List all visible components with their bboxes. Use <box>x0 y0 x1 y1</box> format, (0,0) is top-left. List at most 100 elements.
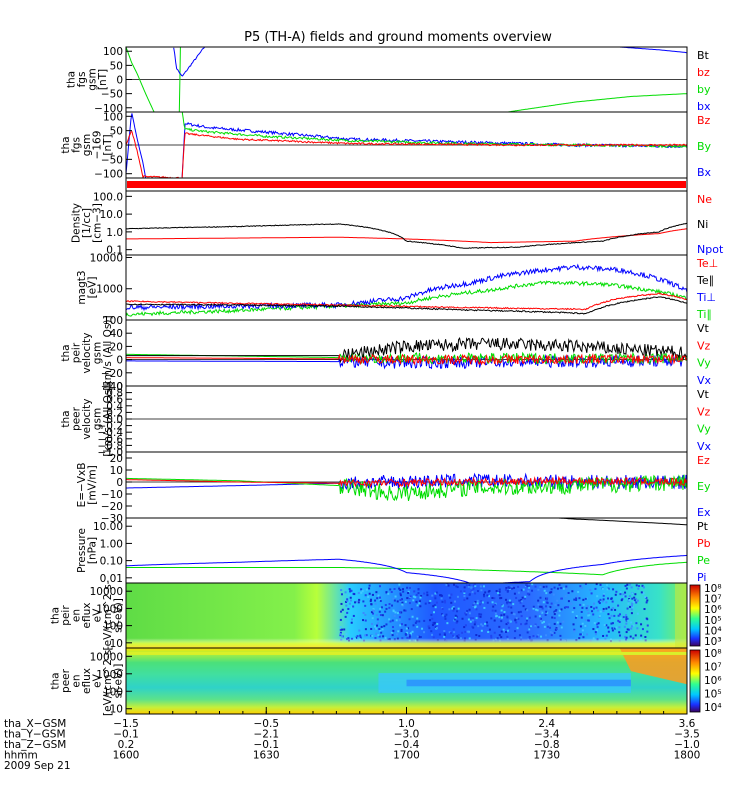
series-line-pressure-1 <box>126 554 687 583</box>
spectrogram-peir_spec <box>126 583 687 648</box>
x-tick-label: 1700 <box>393 750 420 762</box>
y-axis-label: tha <box>65 71 77 88</box>
y-axis-label: peer <box>60 668 72 693</box>
y-tick-label: −100 <box>94 103 123 115</box>
series-line-fgs169-0 <box>126 113 147 178</box>
colorbar-tick-label: 10⁴ <box>704 625 722 637</box>
y-tick-label: 20 <box>110 341 123 353</box>
legend-entry: by <box>697 83 711 96</box>
y-axis-label: [cm−3] <box>92 203 104 243</box>
y-axis-label: sr-eV)] <box>113 598 125 633</box>
series-line-density-0 <box>126 228 687 244</box>
legend-entry: Te⊥ <box>696 257 718 270</box>
y-axis-label: fgs <box>71 137 83 153</box>
panel-density: 100.0 10.0 1.0 0.1 Density[1/cc][cm−3] Ne Ni Np… <box>71 190 724 257</box>
legend-entry: Vx <box>697 440 712 453</box>
colorbar-tick-label: 10⁷ <box>704 662 722 674</box>
legend-entry: Ez <box>697 454 710 467</box>
y-axis-label: eflux <box>81 668 93 694</box>
y-axis-label: fgs <box>76 72 88 88</box>
y-tick-label: 0.4 <box>106 401 123 413</box>
series-line-fgs-4 <box>619 47 687 54</box>
colorbar <box>689 584 701 647</box>
y-axis-label: [nT] <box>97 69 109 90</box>
colorbar-tick-label: 10⁸ <box>704 583 722 595</box>
y-tick-label: 10 <box>110 704 123 716</box>
y-tick-label: 0.6 <box>106 394 123 406</box>
y-axis-label: en <box>71 609 83 622</box>
y-tick-label: 1.0 <box>106 381 123 393</box>
y-axis-label: Pressure <box>76 528 88 573</box>
x-tick-label: −3.4 <box>534 729 560 741</box>
y-tick-label: 1.0 <box>106 227 123 239</box>
y-tick-label: −100 <box>94 169 123 181</box>
legend-entry: Pb <box>697 537 711 550</box>
y-tick-label: 0 <box>116 355 123 367</box>
x-tick-label: −3.5 <box>674 729 700 741</box>
x-row-label: tha_Z−GSM <box>4 739 66 751</box>
y-tick-label: −20 <box>101 368 123 380</box>
y-tick-label: −50 <box>101 154 123 166</box>
y-axis-label: [nPa] <box>86 537 98 564</box>
y-tick-label: 1000 <box>96 603 123 615</box>
y-tick-label: 100 <box>103 315 123 327</box>
series-line-fgs169-2 <box>181 112 687 149</box>
series-line-pressure-0 <box>126 561 687 576</box>
date-label: 2009 Sep 21 <box>4 760 71 772</box>
y-tick-label: −30 <box>101 513 123 525</box>
y-tick-label: 0.10 <box>100 556 123 568</box>
panel-background <box>126 320 687 386</box>
panel-temp: 10000 1000 100 magt3[eV] Te⊥ Te∥ Ti⊥ Ti∥ <box>76 252 718 327</box>
series-line-efield-2 <box>126 475 687 489</box>
y-tick-label: 1.00 <box>100 538 123 550</box>
y-tick-label: −50 <box>101 89 123 101</box>
legend-entry: Vz <box>697 405 711 418</box>
y-axis-label: eV <box>92 608 104 622</box>
y-tick-label: 10000 <box>90 651 123 663</box>
x-tick-label: −0.8 <box>534 739 560 751</box>
legend-entry: By <box>697 140 712 153</box>
y-tick-label: 0.8 <box>106 388 123 400</box>
y-axis-label: E=−VxB <box>76 463 88 508</box>
series-line-efield-1 <box>126 474 687 502</box>
y-axis-label: −169 <box>92 131 104 160</box>
legend-entry: Vy <box>697 357 711 370</box>
x-tick-label: −0.1 <box>113 729 139 741</box>
y-axis-label: [km/s (All Qs)] <box>102 315 114 390</box>
legend-entry: bz <box>697 66 710 79</box>
legend-entry: Ex <box>697 506 711 519</box>
spectrogram-cold-core <box>406 679 631 687</box>
x-row-label: tha_X−GSM <box>4 718 66 730</box>
y-axis-label: [eV/(cm^2-s- <box>102 580 114 650</box>
legend-entry: Pt <box>697 520 709 533</box>
panel-pressure: 10.00 1.00 0.10 0.01 Pressure[nPa] Pt Pb Pe Pi <box>76 517 711 585</box>
y-axis-label: eflux <box>81 603 93 629</box>
colorbar-tick-label: 10⁴ <box>704 702 722 714</box>
series-line-peir-0 <box>126 353 687 370</box>
y-axis-label: [km/s (All Qs)] <box>102 381 114 456</box>
series-line-peir-3 <box>126 352 687 366</box>
y-tick-label: 50 <box>110 60 123 72</box>
y-tick-label: −40 <box>101 381 123 393</box>
y-tick-label: −0.2 <box>98 421 124 433</box>
series-line-density-1 <box>126 222 687 249</box>
legend-entry: Npot <box>697 243 724 256</box>
legend-entry: bx <box>697 100 711 113</box>
y-tick-label: 50 <box>110 126 123 138</box>
x-tick-label: −0.5 <box>254 718 280 730</box>
x-tick-label: 1600 <box>113 750 140 762</box>
y-tick-label: 10 <box>110 465 123 477</box>
colorbar-tick-label: 10⁷ <box>704 594 722 606</box>
y-tick-label: 0.0 <box>106 414 123 426</box>
y-axis-label: eV <box>92 673 104 687</box>
y-axis-label: gsm <box>92 342 104 364</box>
y-axis-label: tha <box>60 136 72 153</box>
x-tick-label: 1.0 <box>398 718 415 730</box>
y-tick-label: 1000 <box>96 284 123 296</box>
x-tick-label: −1.0 <box>674 739 700 751</box>
y-tick-label: 10 <box>110 638 123 650</box>
